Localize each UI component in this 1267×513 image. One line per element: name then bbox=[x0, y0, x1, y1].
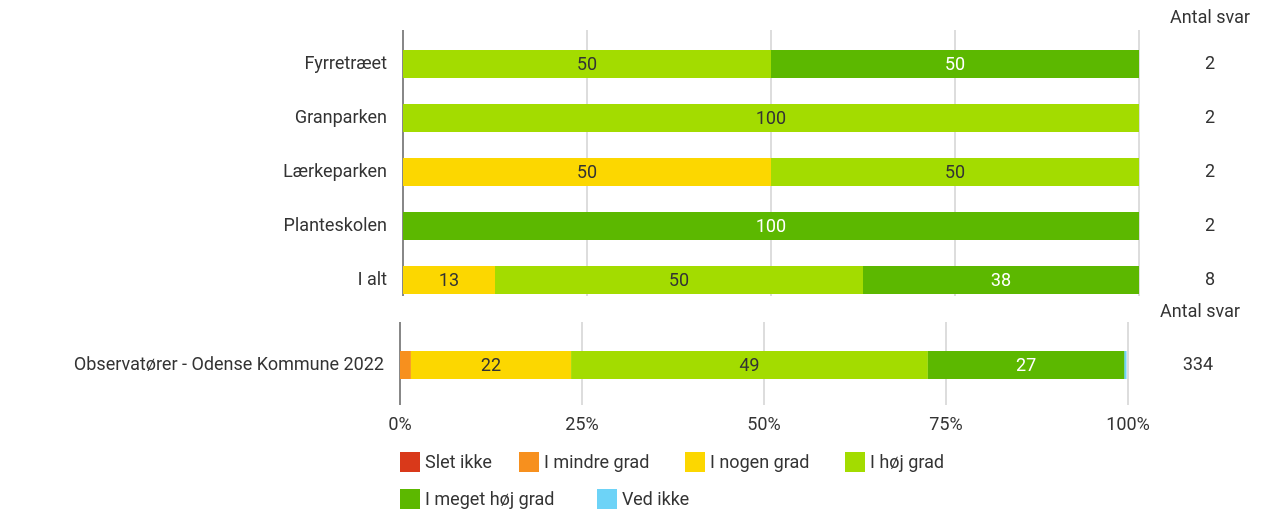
bar-segment bbox=[403, 104, 1139, 132]
count-label: 2 bbox=[1205, 215, 1215, 236]
bar-segment bbox=[403, 212, 1139, 240]
legend-label: I høj grad bbox=[870, 452, 944, 473]
legend-label: I meget høj grad bbox=[425, 489, 554, 510]
bar-segment bbox=[863, 266, 1139, 294]
data-label: 49 bbox=[739, 355, 759, 376]
count-label: 8 bbox=[1205, 269, 1215, 290]
x-tick-label: 75% bbox=[929, 414, 962, 435]
legend-label: Slet ikke bbox=[425, 452, 492, 473]
data-label: 22 bbox=[481, 355, 501, 376]
category-label: Granparken bbox=[295, 107, 387, 128]
bar-segment bbox=[771, 50, 1139, 78]
category-label: Planteskolen bbox=[284, 215, 387, 236]
data-label: 50 bbox=[945, 54, 965, 75]
count-label: 2 bbox=[1205, 161, 1215, 182]
data-label: 50 bbox=[577, 54, 597, 75]
bar-segment bbox=[400, 351, 411, 379]
legend-label: Ved ikke bbox=[622, 489, 689, 510]
data-label: 100 bbox=[756, 108, 786, 129]
legend-swatch bbox=[400, 452, 420, 472]
bar-segment bbox=[403, 50, 771, 78]
count-label: 334 bbox=[1183, 354, 1213, 375]
data-label: 50 bbox=[669, 270, 689, 291]
data-label: 38 bbox=[991, 270, 1011, 291]
x-tick-label: 100% bbox=[1106, 414, 1150, 435]
data-label: 50 bbox=[577, 162, 597, 183]
x-tick-label: 0% bbox=[388, 414, 411, 435]
data-label: 27 bbox=[1016, 355, 1036, 376]
data-label: 50 bbox=[945, 162, 965, 183]
count-label: 2 bbox=[1205, 107, 1215, 128]
data-label: 100 bbox=[756, 216, 786, 237]
count-header: Antal svar bbox=[1170, 7, 1250, 28]
bar-segment bbox=[571, 351, 928, 379]
count-label: 2 bbox=[1205, 53, 1215, 74]
bar-segment bbox=[403, 158, 771, 186]
bar-segment bbox=[410, 351, 572, 379]
category-label: Lærkeparken bbox=[283, 161, 387, 182]
x-tick-label: 25% bbox=[565, 414, 598, 435]
bar-segment bbox=[495, 266, 863, 294]
x-tick-label: 50% bbox=[747, 414, 780, 435]
bar-segment bbox=[771, 158, 1139, 186]
legend-swatch bbox=[597, 489, 617, 509]
category-label: Observatører - Odense Kommune 2022 bbox=[74, 354, 384, 375]
bar-segment bbox=[1124, 351, 1127, 379]
data-label: 13 bbox=[439, 270, 459, 291]
category-label: Fyrretræet bbox=[305, 53, 388, 74]
count-header: Antal svar bbox=[1160, 301, 1240, 322]
bar-segment bbox=[927, 351, 1125, 379]
legend-swatch bbox=[845, 452, 865, 472]
legend-label: I mindre grad bbox=[544, 452, 649, 473]
bar-segment bbox=[403, 266, 495, 294]
legend-label: I nogen grad bbox=[710, 452, 809, 473]
category-label: I alt bbox=[358, 269, 388, 290]
legend-swatch bbox=[519, 452, 539, 472]
legend-swatch bbox=[400, 489, 420, 509]
legend-swatch bbox=[685, 452, 705, 472]
